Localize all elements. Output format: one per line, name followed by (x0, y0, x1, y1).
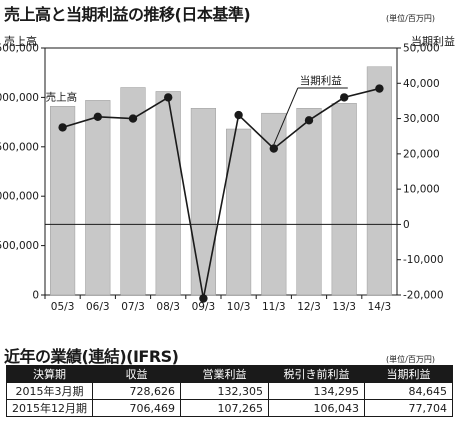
annotations: 売上高 当期利益 (46, 74, 348, 145)
cell-net-profit: 84,645 (364, 382, 453, 400)
header-revenue: 収益 (92, 365, 181, 383)
x-tick-label: 08/3 (156, 301, 180, 313)
revenue-series-label: 売上高 (46, 90, 78, 103)
profit-point (199, 294, 208, 303)
right-tick-label: -10,000 (403, 254, 444, 266)
right-tick-label: 40,000 (403, 78, 440, 90)
results-table: 決算期 収益 営業利益 税引き前利益 当期利益 2015年3月期 728,626… (6, 365, 453, 417)
revenue-bar (296, 108, 322, 296)
chart-unit-label: (単位/百万円) (386, 14, 435, 23)
left-tick-label: 500,000 (0, 240, 39, 252)
chart-title: 売上高と当期利益の推移(日本基準) (4, 5, 251, 24)
revenue-bar (366, 66, 392, 296)
profit-point (93, 112, 103, 122)
left-tick-label: 0 (32, 290, 39, 302)
left-tick-label: 2,500,000 (0, 43, 39, 55)
axes: 2,500,000 2,000,000 1,500,000 1,000,000 500,… (0, 43, 444, 314)
x-tick-label: 09/3 (192, 301, 216, 313)
profit-point (340, 93, 349, 102)
table-row: 2015年3月期 728,626 132,305 134,295 84,645 (6, 382, 453, 400)
cell-operating-profit: 132,305 (180, 382, 269, 400)
left-axis-title: 売上高 (4, 34, 37, 48)
right-tick-label: 50,000 (403, 43, 440, 55)
cell-net-profit: 77,704 (364, 399, 453, 417)
revenue-bar (50, 106, 76, 296)
cell-pretax-profit: 106,043 (268, 399, 365, 417)
cell-pretax-profit: 134,295 (268, 382, 365, 400)
revenue-bar (190, 108, 216, 296)
cell-period: 2015年3月期 (6, 382, 93, 400)
x-tick-label: 06/3 (86, 301, 110, 313)
revenue-bar (155, 91, 181, 296)
profit-line-series (58, 84, 384, 303)
x-tick-label: 14/3 (368, 301, 392, 313)
header-pretax-profit: 税引き前利益 (268, 365, 365, 383)
profit-point (128, 114, 138, 123)
profit-leader-line (273, 87, 299, 145)
table-unit-label: (単位/百万円) (386, 355, 435, 364)
left-tick-label: 1,500,000 (0, 141, 39, 153)
left-tick-label: 1,000,000 (0, 191, 39, 203)
profit-line (62, 87, 380, 299)
profit-point (269, 144, 278, 153)
cell-period: 2015年12月期 (6, 399, 93, 417)
x-tick-label: 13/3 (332, 301, 356, 313)
profit-point (164, 93, 173, 102)
x-tick-label: 11/3 (262, 301, 286, 313)
x-tick-label: 10/3 (227, 301, 251, 313)
profit-point (58, 123, 67, 132)
right-tick-label: 20,000 (403, 148, 440, 160)
revenue-bars (50, 66, 392, 296)
revenue-profit-chart: 2,500,000 2,000,000 1,500,000 1,000,000 500,… (0, 34, 455, 314)
header-operating-profit: 営業利益 (180, 365, 269, 383)
right-tick-label: 10,000 (403, 184, 440, 196)
right-tick-label: 30,000 (403, 113, 440, 125)
cell-revenue: 706,469 (92, 399, 181, 417)
x-tick-label: 12/3 (297, 301, 321, 313)
cell-operating-profit: 107,265 (180, 399, 269, 417)
header-period: 決算期 (6, 365, 93, 383)
profit-point (375, 84, 384, 93)
table-row: 2015年12月期 706,469 107,265 106,043 77,704 (6, 399, 453, 417)
revenue-bar (331, 103, 357, 296)
left-tick-label: 2,000,000 (0, 92, 39, 104)
right-tick-label: -20,000 (403, 290, 444, 302)
cell-revenue: 728,626 (92, 382, 181, 400)
table-title: 近年の業績(連結)(IFRS) (4, 347, 179, 366)
revenue-bar (226, 128, 252, 296)
table-header-row: 決算期 収益 営業利益 税引き前利益 当期利益 (6, 365, 453, 383)
profit-series-label: 当期利益 (300, 74, 342, 87)
x-tick-label: 05/3 (51, 301, 75, 313)
profit-point (304, 116, 314, 125)
header-net-profit: 当期利益 (364, 365, 453, 383)
right-tick-label: 0 (403, 219, 410, 231)
profit-point (234, 110, 243, 120)
right-axis-title: 当期利益 (411, 34, 455, 48)
x-tick-label: 07/3 (121, 301, 145, 313)
revenue-bar (85, 100, 111, 296)
